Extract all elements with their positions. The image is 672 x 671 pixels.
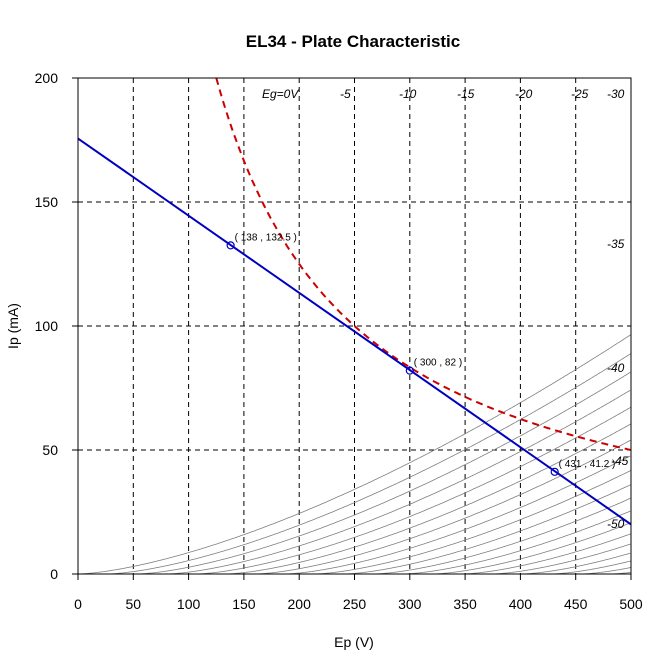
max-dissipation-curve: [215, 77, 632, 451]
plate-curve: [344, 484, 631, 575]
x-axis-label: Ep (V): [334, 634, 374, 650]
operating-point: [226, 241, 235, 250]
plate-curve: [137, 371, 631, 575]
y-tick-label: 150: [35, 194, 59, 210]
plate-curve: [492, 543, 631, 575]
plate-curves: [78, 334, 632, 575]
x-tick-label: 250: [343, 596, 367, 612]
x-tick-label: 500: [619, 596, 643, 612]
curve-label: -50: [607, 517, 625, 531]
x-tick-label: 200: [288, 596, 312, 612]
curve-label: -10: [399, 87, 417, 101]
x-tick-label: 300: [398, 596, 422, 612]
curve-label: -35: [607, 237, 625, 251]
operating-point-label: ( 138 , 132.5 ): [235, 232, 297, 243]
plate-curve: [551, 560, 632, 575]
curve-label: -40: [607, 361, 625, 375]
plate-curve: [225, 423, 631, 575]
operating-point: [550, 467, 559, 476]
plate-curve: [373, 497, 631, 575]
y-axis-label: Ip (mA): [5, 303, 21, 349]
curve-label: -15: [457, 87, 475, 101]
y-tick-label: 100: [35, 318, 59, 334]
plate-curve: [314, 470, 632, 575]
x-tick-label: 400: [509, 596, 533, 612]
plate-curve: [166, 389, 631, 575]
y-tick-label: 50: [42, 442, 58, 458]
plate-curve: [107, 353, 631, 575]
chart-title: EL34 - Plate Characteristic: [246, 32, 460, 51]
x-tick-label: 50: [126, 596, 142, 612]
x-tick-label: 450: [564, 596, 588, 612]
curve-label: -20: [515, 87, 533, 101]
y-tick-label: 200: [35, 70, 59, 86]
plate-curve: [255, 439, 631, 575]
curve-label: Eg=0V: [262, 87, 299, 101]
plate-curve: [403, 510, 631, 575]
curve-labels: Eg=0V -5 -10 -15 -20 -25 -30 -35 -40 -45 -50: [262, 87, 629, 531]
y-tick-label: 0: [50, 566, 58, 582]
axes: 0 50 100 150 200 250 300 350 400 450 500 0 50 100 150 2…: [35, 70, 643, 612]
x-tick-label: 0: [74, 596, 82, 612]
plate-curve: [433, 522, 632, 575]
plate-curve: [78, 334, 632, 575]
plate-curve: [285, 455, 631, 575]
operating-points: ( 138 , 132.5 ) ( 300 , 82 ) ( 431 , 41.2 …: [226, 232, 616, 476]
load-line-group: [77, 137, 632, 526]
x-tick-label: 100: [177, 596, 201, 612]
grid: [78, 78, 631, 574]
plate-curve: [462, 533, 631, 575]
load-line: [77, 137, 632, 526]
operating-point-label: ( 431 , 41.2 ): [559, 459, 616, 470]
x-tick-label: 150: [232, 596, 256, 612]
x-tick-label: 350: [453, 596, 477, 612]
curve-label: -25: [571, 87, 589, 101]
curve-label: -5: [340, 87, 351, 101]
plate-curve: [521, 552, 631, 575]
operating-point: [405, 366, 414, 375]
plate-curve: [196, 406, 632, 575]
operating-point-label: ( 300 , 82 ): [414, 358, 462, 369]
curve-label: -30: [607, 87, 625, 101]
curve-label: -45: [611, 454, 629, 468]
max-dissipation-curve-group: [215, 77, 632, 451]
